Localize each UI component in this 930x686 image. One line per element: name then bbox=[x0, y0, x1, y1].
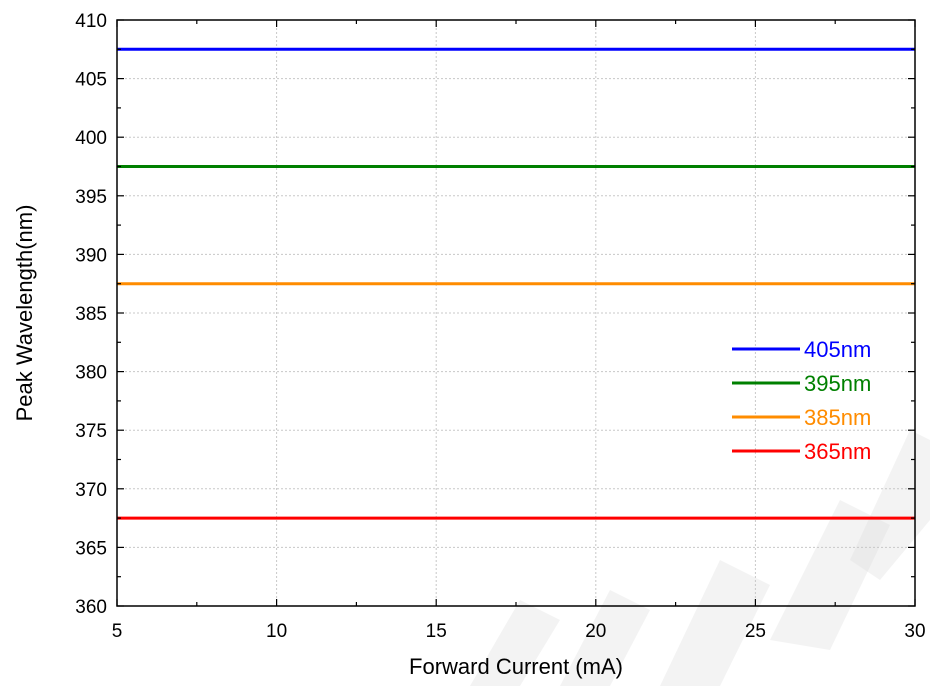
series-layer bbox=[117, 47, 915, 520]
x-tick-label: 25 bbox=[745, 621, 766, 642]
grid bbox=[117, 20, 915, 606]
y-tick-label: 360 bbox=[75, 597, 107, 618]
axis-ticks bbox=[116, 19, 916, 607]
x-tick-labels: 5 10 15 20 25 30 bbox=[112, 621, 926, 642]
x-tick-label: 30 bbox=[904, 621, 925, 642]
x-axis-title: Forward Current (mA) bbox=[409, 654, 623, 679]
y-tick-label: 410 bbox=[75, 11, 107, 32]
y-tick-label: 365 bbox=[75, 538, 107, 559]
legend-label-365nm: 365nm bbox=[804, 439, 871, 464]
legend: 405nm 395nm 385nm 365nm bbox=[732, 337, 871, 464]
x-tick-label: 15 bbox=[426, 621, 447, 642]
watermark bbox=[470, 430, 930, 686]
legend-label-385nm: 385nm bbox=[804, 405, 871, 430]
y-tick-label: 380 bbox=[75, 363, 107, 384]
y-tick-label: 370 bbox=[75, 480, 107, 501]
y-tick-label: 375 bbox=[75, 421, 107, 442]
y-tick-labels: 360 365 370 375 380 385 390 395 400 405 410 bbox=[75, 11, 107, 618]
legend-label-395nm: 395nm bbox=[804, 371, 871, 396]
y-tick-label: 405 bbox=[75, 70, 107, 91]
y-axis-title: Peak Wavelength(nm) bbox=[12, 205, 37, 422]
x-tick-label: 5 bbox=[112, 621, 123, 642]
x-tick-label: 20 bbox=[585, 621, 606, 642]
y-tick-label: 385 bbox=[75, 304, 107, 325]
y-tick-label: 395 bbox=[75, 187, 107, 208]
y-tick-label: 400 bbox=[75, 128, 107, 149]
y-tick-label: 390 bbox=[75, 245, 107, 266]
legend-label-405nm: 405nm bbox=[804, 337, 871, 362]
x-tick-label: 10 bbox=[266, 621, 287, 642]
